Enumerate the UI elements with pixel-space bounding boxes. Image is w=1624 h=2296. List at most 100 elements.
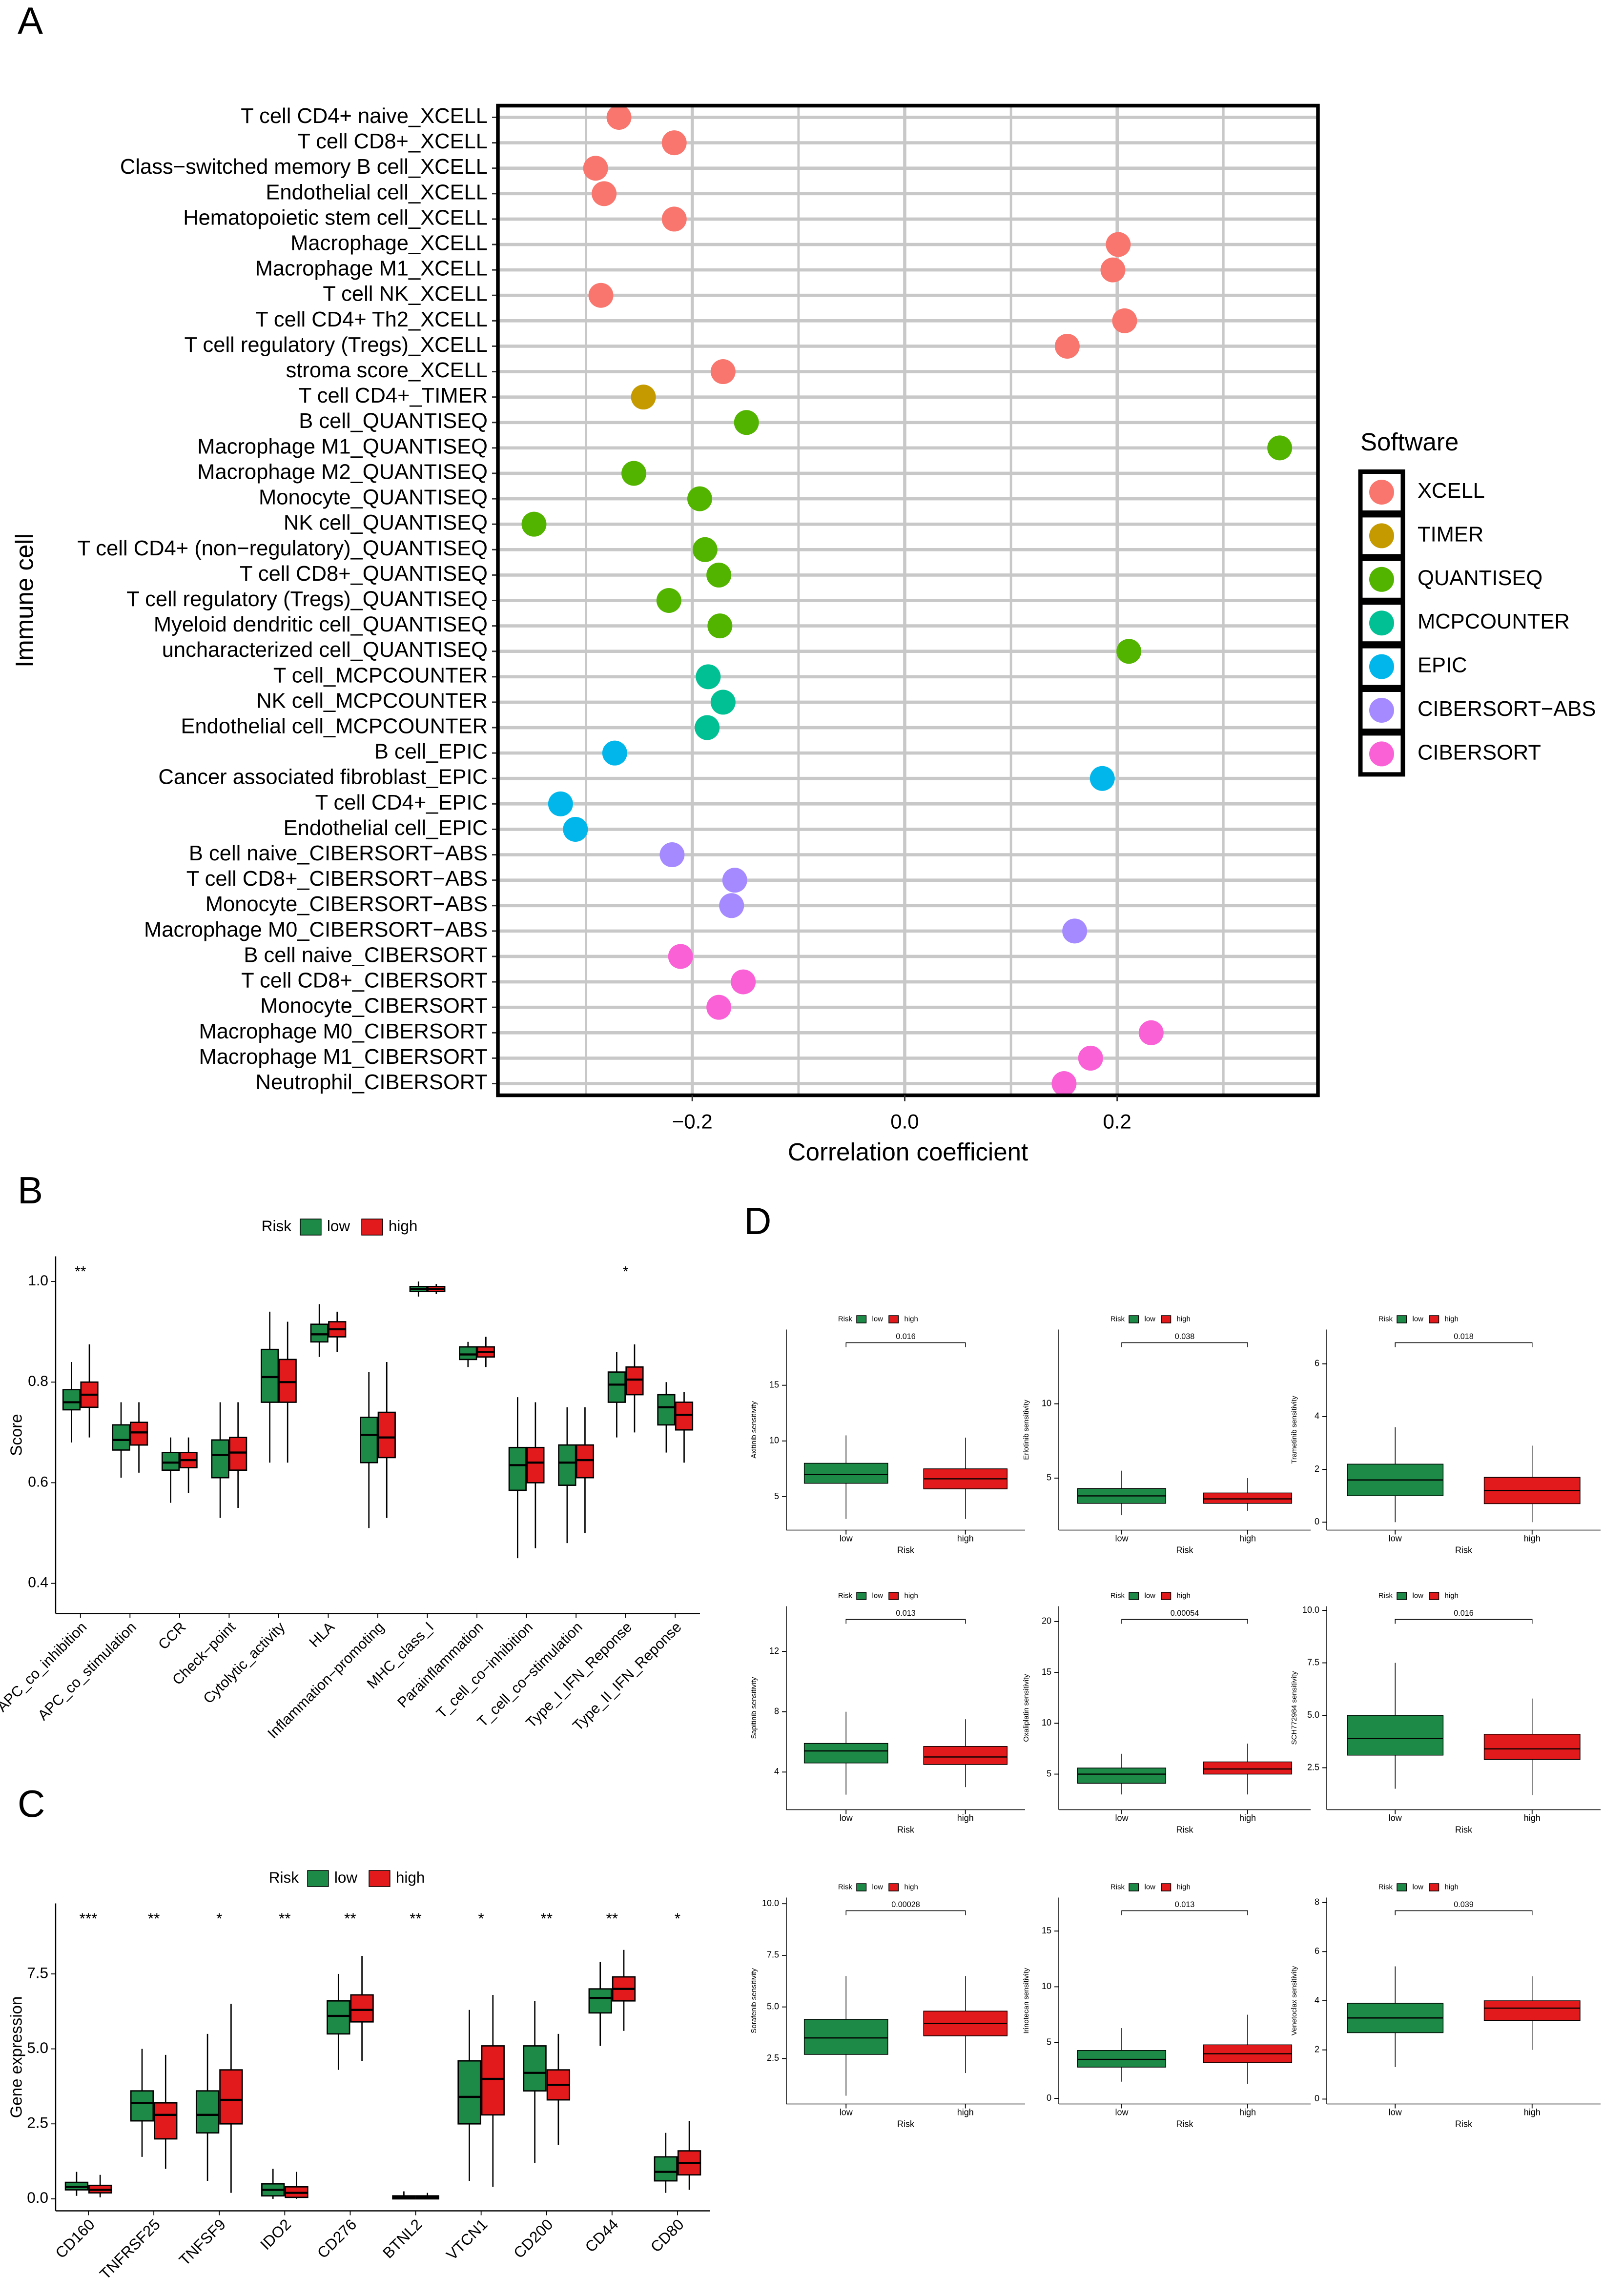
box xyxy=(130,2090,154,2122)
y-tick-label: 12 xyxy=(769,1646,779,1656)
y-axis-label: Oxaliplatin sensitivity xyxy=(1022,1674,1030,1742)
y-tick-label: 6 xyxy=(1315,1359,1319,1368)
y-tick-label: 5 xyxy=(774,1491,779,1501)
x-tick-label: low xyxy=(840,1813,853,1823)
dot xyxy=(602,740,627,766)
legend-label: low xyxy=(872,1591,884,1600)
box xyxy=(923,1746,1008,1765)
y-tick-label: Endothelial cell_EPIC xyxy=(284,816,488,840)
x-axis-label: Risk xyxy=(1176,2119,1194,2129)
x-tick-label: low xyxy=(840,1533,853,1543)
panel-label: C xyxy=(18,1782,45,1825)
legend-key xyxy=(1429,1592,1439,1600)
dot xyxy=(692,537,718,562)
p-value: 0.013 xyxy=(896,1609,916,1618)
y-tick-label: Class−switched memory B cell_XCELL xyxy=(120,155,488,179)
dot xyxy=(563,816,588,842)
y-tick-label: 5.0 xyxy=(767,2001,779,2011)
y-tick-label: 8 xyxy=(1315,1897,1319,1907)
dot xyxy=(661,130,687,156)
x-tick-label: high xyxy=(1239,1813,1256,1823)
x-axis-label: Risk xyxy=(1176,1825,1194,1834)
box xyxy=(1483,1733,1581,1760)
legend-key xyxy=(1397,1883,1407,1891)
legend-key xyxy=(1161,1592,1172,1600)
x-axis-label: Risk xyxy=(1455,2119,1473,2129)
dot xyxy=(656,588,681,613)
box xyxy=(211,1439,229,1479)
legend-key xyxy=(1429,1315,1439,1323)
legend-label: QUANTISEQ xyxy=(1418,567,1542,590)
y-axis-label: Immune cell xyxy=(10,533,38,668)
significance: ** xyxy=(75,1263,86,1280)
y-tick-label: 0.6 xyxy=(28,1474,48,1490)
box xyxy=(219,2069,243,2125)
x-axis-label: Risk xyxy=(1176,1545,1194,1555)
panel-label: A xyxy=(18,0,43,42)
significance: ** xyxy=(410,1910,422,1927)
y-tick-label: T cell_MCPCOUNTER xyxy=(273,664,488,687)
box xyxy=(481,2045,505,2116)
box xyxy=(261,1348,279,1403)
legend-key xyxy=(1161,1315,1172,1323)
legend-symbol xyxy=(1369,567,1394,592)
x-tick-label: low xyxy=(1389,2107,1402,2117)
x-tick-label: high xyxy=(957,2107,974,2117)
y-tick-label: 2.5 xyxy=(1307,1762,1319,1772)
y-tick-label: 0 xyxy=(1047,2093,1051,2103)
legend-label: low xyxy=(1413,1315,1424,1323)
dot xyxy=(1106,232,1131,257)
dot xyxy=(668,944,693,969)
dot xyxy=(706,562,732,588)
y-tick-label: Macrophage M1_XCELL xyxy=(255,257,488,281)
x-tick-label: 0.2 xyxy=(1103,1110,1131,1133)
dot xyxy=(631,385,656,410)
x-tick-label: high xyxy=(1524,1813,1541,1823)
y-axis-label: Venetoclax sensitivity xyxy=(1290,1966,1298,2035)
legend-symbol xyxy=(1369,654,1394,679)
box xyxy=(588,1988,612,2014)
y-tick-label: 0.4 xyxy=(28,1575,48,1591)
box xyxy=(229,1437,247,1471)
dot xyxy=(548,791,573,816)
y-tick-label: 10.0 xyxy=(1302,1605,1319,1615)
y-tick-label: T cell NK_XCELL xyxy=(323,283,488,306)
dot xyxy=(706,995,732,1020)
significance: ** xyxy=(344,1910,356,1927)
significance: ** xyxy=(148,1910,160,1927)
y-tick-label: 15 xyxy=(1042,1926,1051,1935)
legend-title: Risk xyxy=(1378,1591,1393,1600)
significance: * xyxy=(478,1910,484,1927)
y-tick-label: T cell regulatory (Tregs)_XCELL xyxy=(185,333,488,357)
y-tick-label: Macrophage_XCELL xyxy=(290,232,488,255)
y-tick-label: 5 xyxy=(1047,2037,1051,2047)
legend-symbol xyxy=(1369,523,1394,549)
x-tick-label: CD160 xyxy=(52,2215,98,2262)
significance-bracket xyxy=(1395,1619,1533,1624)
y-tick-label: Macrophage M0_CIBERSORT xyxy=(199,1020,488,1043)
dot xyxy=(734,410,759,435)
significance: ** xyxy=(540,1910,553,1927)
legend-key xyxy=(1358,556,1405,602)
box xyxy=(129,1422,148,1446)
y-axis-label: Gene expression xyxy=(7,1996,25,2118)
box xyxy=(350,1994,374,2023)
x-tick-label: CD44 xyxy=(581,2215,621,2255)
legend-label: high xyxy=(905,1883,918,1891)
dot xyxy=(1054,333,1080,359)
y-tick-label: Endothelial cell_XCELL xyxy=(266,181,488,204)
y-tick-label: 2.5 xyxy=(27,2114,48,2132)
box xyxy=(1077,1768,1167,1784)
x-axis-label: Risk xyxy=(897,2119,915,2129)
y-tick-label: 5 xyxy=(1047,1768,1051,1778)
dot xyxy=(661,206,687,232)
y-tick-label: Macrophage M0_CIBERSORT−ABS xyxy=(144,918,488,941)
box xyxy=(327,2000,350,2035)
legend-key xyxy=(888,1315,899,1323)
y-tick-label: 8 xyxy=(774,1706,779,1716)
plot-frame xyxy=(496,103,1320,1097)
legend-label: low xyxy=(327,1217,350,1235)
box xyxy=(1347,1715,1444,1756)
dot xyxy=(731,969,756,995)
y-axis-label: Score xyxy=(7,1414,25,1456)
